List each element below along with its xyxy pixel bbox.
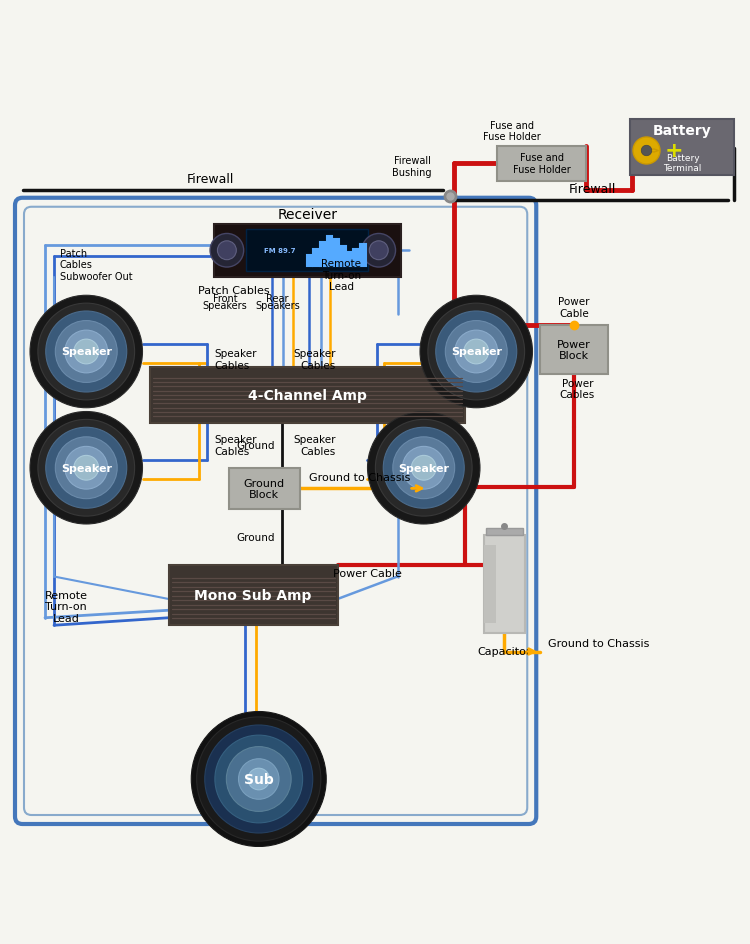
Bar <box>630 120 734 177</box>
Text: FM 89.7: FM 89.7 <box>264 248 296 254</box>
Circle shape <box>368 413 480 525</box>
Text: Speaker: Speaker <box>398 464 449 473</box>
Bar <box>169 565 338 626</box>
Bar <box>229 468 300 510</box>
Bar <box>307 256 312 267</box>
Text: Ground: Ground <box>236 532 274 543</box>
Text: Speakers: Speakers <box>255 301 300 311</box>
Bar <box>340 246 346 267</box>
Circle shape <box>464 340 489 364</box>
Text: Remote
Turn-on
Lead: Remote Turn-on Lead <box>44 590 88 623</box>
Text: Receiver: Receiver <box>278 208 338 222</box>
Bar <box>346 253 352 267</box>
Text: Ground to Chassis: Ground to Chassis <box>548 638 649 649</box>
Text: Sub: Sub <box>244 772 274 786</box>
Bar <box>484 535 525 633</box>
Circle shape <box>74 456 99 480</box>
Circle shape <box>56 437 117 499</box>
Circle shape <box>196 717 321 841</box>
Circle shape <box>446 321 507 383</box>
Bar <box>150 367 465 423</box>
Text: Remote
Turn-on
Lead: Remote Turn-on Lead <box>321 259 362 293</box>
Text: Firewall: Firewall <box>568 182 616 195</box>
Circle shape <box>226 747 291 812</box>
Text: Speakers: Speakers <box>202 301 248 311</box>
Circle shape <box>46 312 127 393</box>
Text: Speaker
Cables: Speaker Cables <box>214 349 256 370</box>
Circle shape <box>214 735 302 823</box>
Circle shape <box>38 304 135 400</box>
Circle shape <box>238 759 279 800</box>
Text: Patch
Cables
Subwoofer Out: Patch Cables Subwoofer Out <box>60 248 133 282</box>
Circle shape <box>30 413 142 525</box>
Text: Patch Cables: Patch Cables <box>198 286 270 295</box>
Text: Fuse and
Fuse Holder: Fuse and Fuse Holder <box>513 153 570 175</box>
Text: Rear: Rear <box>266 295 289 304</box>
Text: Power
Cable: Power Cable <box>558 296 590 318</box>
Bar <box>360 244 366 267</box>
Text: Battery
Terminal: Battery Terminal <box>663 154 702 173</box>
Circle shape <box>420 295 532 409</box>
Text: Speaker: Speaker <box>451 347 502 357</box>
Bar <box>353 249 359 267</box>
Circle shape <box>362 234 395 268</box>
Circle shape <box>427 304 525 400</box>
Text: Speaker
Cables: Speaker Cables <box>293 349 335 370</box>
Circle shape <box>74 340 99 364</box>
Circle shape <box>369 242 388 261</box>
Circle shape <box>393 437 454 499</box>
Circle shape <box>436 312 517 393</box>
Bar <box>320 244 326 267</box>
Circle shape <box>64 447 108 490</box>
Circle shape <box>375 420 472 516</box>
Text: Speaker: Speaker <box>61 347 112 357</box>
Text: Power Cable: Power Cable <box>333 568 402 579</box>
Circle shape <box>641 146 652 157</box>
Circle shape <box>248 768 269 790</box>
Circle shape <box>56 321 117 383</box>
Bar <box>314 249 319 267</box>
Text: 4-Channel Amp: 4-Channel Amp <box>248 388 367 402</box>
Bar <box>497 147 586 181</box>
Text: Speaker
Cables: Speaker Cables <box>214 435 256 457</box>
Circle shape <box>64 330 108 374</box>
Text: Speaker: Speaker <box>61 464 112 473</box>
Text: Ground to Chassis: Ground to Chassis <box>309 473 411 483</box>
Circle shape <box>191 712 326 847</box>
Circle shape <box>217 242 236 261</box>
Bar <box>333 240 339 267</box>
Text: Power
Cables: Power Cables <box>560 379 596 400</box>
Bar <box>486 529 523 535</box>
Text: Firewall
Bushing: Firewall Bushing <box>392 156 431 177</box>
Circle shape <box>633 138 660 165</box>
Text: Capacitor: Capacitor <box>478 647 531 657</box>
Circle shape <box>210 234 244 268</box>
Circle shape <box>454 330 498 374</box>
Bar <box>327 237 332 267</box>
Circle shape <box>46 428 127 509</box>
Text: Battery: Battery <box>652 124 711 138</box>
Text: +: + <box>664 142 682 161</box>
Polygon shape <box>646 150 658 153</box>
Circle shape <box>30 295 142 409</box>
Text: Power
Block: Power Block <box>556 340 591 361</box>
Bar <box>484 546 496 623</box>
Text: Ground: Ground <box>236 441 274 451</box>
Text: Ground
Block: Ground Block <box>244 478 285 499</box>
Text: Mono Sub Amp: Mono Sub Amp <box>194 589 312 602</box>
Circle shape <box>205 725 313 834</box>
Circle shape <box>411 456 436 480</box>
Circle shape <box>38 420 135 516</box>
Text: Fuse and
Fuse Holder: Fuse and Fuse Holder <box>483 121 542 143</box>
Bar <box>214 225 401 278</box>
Text: Firewall: Firewall <box>186 173 234 186</box>
Circle shape <box>383 428 464 509</box>
Circle shape <box>402 447 445 490</box>
Bar <box>245 230 368 272</box>
Text: Speaker
Cables: Speaker Cables <box>293 435 335 457</box>
Text: Front: Front <box>213 295 237 304</box>
Bar <box>540 326 608 375</box>
